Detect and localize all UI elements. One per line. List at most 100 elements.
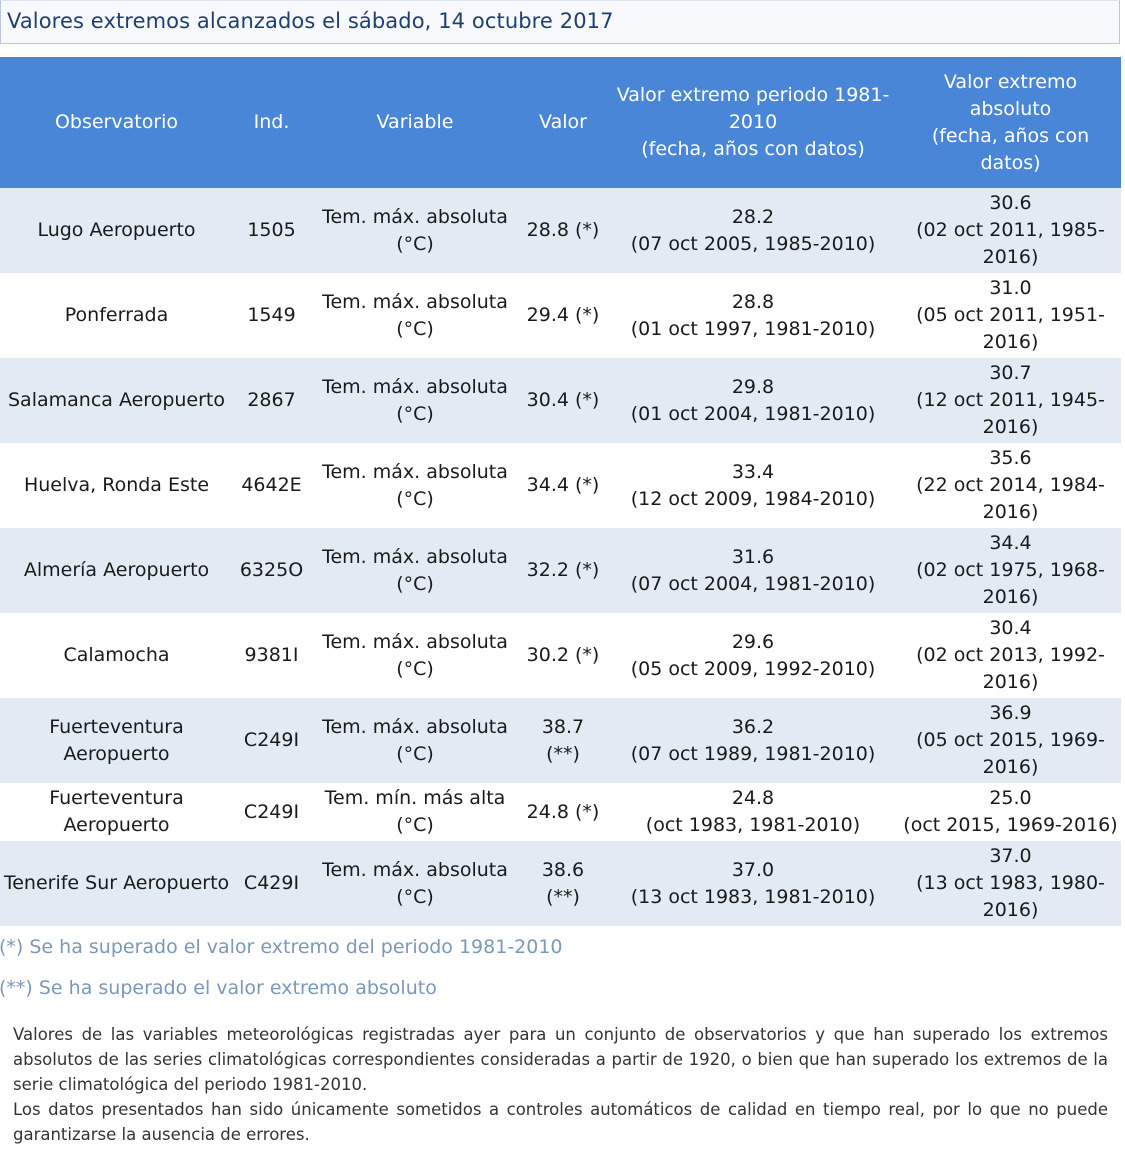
header-observatorio: Observatorio: [0, 57, 233, 188]
cell-absoluto: 35.6 (22 oct 2014, 1984-2016): [900, 443, 1121, 528]
cell-valor: 30.4 (*): [520, 358, 606, 443]
table-row: Lugo Aeropuerto 1505 Tem. máx. absoluta …: [0, 188, 1121, 273]
table-row: Tenerife Sur Aeropuerto C429I Tem. máx. …: [0, 841, 1121, 926]
cell-periodo: 37.0 (13 oct 1983, 1981-2010): [606, 841, 900, 926]
cell-absoluto: 30.4 (02 oct 2013, 1992-2016): [900, 613, 1121, 698]
cell-variable: Tem. máx. absoluta (°C): [310, 188, 520, 273]
cell-observatorio: Fuerteventura Aeropuerto: [0, 698, 233, 783]
periodo-info: (07 oct 2005, 1985-2010): [630, 232, 876, 255]
header-absoluto-subtitle: (fecha, años con datos): [931, 124, 1090, 174]
cell-ind: C249I: [233, 698, 310, 783]
cell-observatorio: Fuerteventura Aeropuerto: [0, 783, 233, 841]
cell-absoluto: 31.0 (05 oct 2011, 1951-2016): [900, 273, 1121, 358]
periodo-valor: 37.0: [731, 858, 775, 881]
cell-observatorio: Calamocha: [0, 613, 233, 698]
cell-variable: Tem. máx. absoluta (°C): [310, 443, 520, 528]
cell-observatorio: Tenerife Sur Aeropuerto: [0, 841, 233, 926]
cell-absoluto: 37.0 (13 oct 1983, 1980-2016): [900, 841, 1121, 926]
cell-variable: Tem. máx. absoluta (°C): [310, 613, 520, 698]
absoluto-valor: 37.0: [989, 845, 1032, 867]
title-bar: Valores extremos alcanzados el sábado, 1…: [0, 0, 1120, 44]
absoluto-valor: 30.7: [989, 362, 1032, 384]
cell-observatorio: Huelva, Ronda Este: [0, 443, 233, 528]
absoluto-info: (02 oct 2011, 1985-2016): [916, 219, 1105, 268]
cell-valor: 34.4 (*): [520, 443, 606, 528]
header-periodo-subtitle: (fecha, años con datos): [641, 138, 865, 160]
cell-ind: 9381I: [233, 613, 310, 698]
cell-ind: 4642E: [233, 443, 310, 528]
table-row: Calamocha 9381I Tem. máx. absoluta (°C) …: [0, 613, 1121, 698]
cell-valor: 32.2 (*): [520, 528, 606, 613]
cell-valor: 24.8 (*): [520, 783, 606, 841]
cell-periodo: 36.2 (07 oct 1989, 1981-2010): [606, 698, 900, 783]
header-variable: Variable: [310, 57, 520, 188]
description: Valores de las variables meteorológicas …: [13, 1022, 1108, 1147]
periodo-valor: 29.6: [731, 630, 775, 653]
periodo-info: (oct 1983, 1981-2010): [645, 814, 861, 836]
description-paragraph: Valores de las variables meteorológicas …: [13, 1025, 1108, 1094]
page-title: Valores extremos alcanzados el sábado, 1…: [7, 9, 614, 33]
cell-ind: 2867: [233, 358, 310, 443]
cell-ind: C429I: [233, 841, 310, 926]
cell-ind: C249I: [233, 783, 310, 841]
periodo-info: (07 oct 1989, 1981-2010): [630, 742, 876, 765]
cell-ind: 6325O: [233, 528, 310, 613]
absoluto-valor: 35.6: [989, 447, 1032, 469]
absoluto-info: (02 oct 1975, 1968-2016): [916, 559, 1105, 608]
cell-absoluto: 30.6 (02 oct 2011, 1985-2016): [900, 188, 1121, 273]
periodo-valor: 33.4: [731, 460, 775, 483]
cell-observatorio: Salamanca Aeropuerto: [0, 358, 233, 443]
absoluto-info: (02 oct 2013, 1992-2016): [916, 644, 1105, 693]
cell-periodo: 24.8 (oct 1983, 1981-2010): [606, 783, 900, 841]
periodo-info: (13 oct 1983, 1981-2010): [630, 885, 876, 908]
cell-periodo: 33.4 (12 oct 2009, 1984-2010): [606, 443, 900, 528]
table-header: Observatorio Ind. Variable Valor Valor e…: [0, 57, 1121, 188]
cell-periodo: 31.6 (07 oct 2004, 1981-2010): [606, 528, 900, 613]
header-absoluto: Valor extremo absoluto (fecha, años con …: [900, 57, 1121, 188]
cell-observatorio: Ponferrada: [0, 273, 233, 358]
cell-variable: Tem. máx. absoluta (°C): [310, 273, 520, 358]
absoluto-info: (12 oct 2011, 1945-2016): [916, 389, 1105, 438]
cell-absoluto: 30.7 (12 oct 2011, 1945-2016): [900, 358, 1121, 443]
header-absoluto-title: Valor extremo absoluto: [943, 70, 1078, 120]
cell-variable: Tem. máx. absoluta (°C): [310, 841, 520, 926]
cell-variable: Tem. máx. absoluta (°C): [310, 358, 520, 443]
description-paragraph: Los datos presentados han sido únicament…: [13, 1100, 1108, 1144]
header-valor: Valor: [520, 57, 606, 188]
periodo-valor: 36.2: [731, 715, 775, 738]
cell-ind: 1549: [233, 273, 310, 358]
periodo-valor: 28.8: [731, 290, 775, 313]
absoluto-info: (oct 2015, 1969-2016): [903, 814, 1118, 836]
cell-observatorio: Lugo Aeropuerto: [0, 188, 233, 273]
cell-variable: Tem. mín. más alta (°C): [310, 783, 520, 841]
cell-absoluto: 34.4 (02 oct 1975, 1968-2016): [900, 528, 1121, 613]
absoluto-valor: 25.0: [989, 787, 1032, 809]
cell-periodo: 29.6 (05 oct 2009, 1992-2010): [606, 613, 900, 698]
cell-valor: 29.4 (*): [520, 273, 606, 358]
periodo-info: (05 oct 2009, 1992-2010): [630, 657, 876, 680]
absoluto-info: (13 oct 1983, 1980-2016): [916, 872, 1105, 921]
absoluto-valor: 30.4: [989, 617, 1032, 639]
cell-periodo: 29.8 (01 oct 2004, 1981-2010): [606, 358, 900, 443]
periodo-valor: 29.8: [731, 375, 775, 398]
absoluto-info: (05 oct 2015, 1969-2016): [916, 729, 1105, 778]
table-row: Salamanca Aeropuerto 2867 Tem. máx. abso…: [0, 358, 1121, 443]
cell-variable: Tem. máx. absoluta (°C): [310, 528, 520, 613]
periodo-info: (01 oct 2004, 1981-2010): [630, 402, 876, 425]
cell-ind: 1505: [233, 188, 310, 273]
absoluto-valor: 34.4: [989, 532, 1032, 554]
header-ind: Ind.: [233, 57, 310, 188]
table-row: Ponferrada 1549 Tem. máx. absoluta (°C) …: [0, 273, 1121, 358]
absoluto-valor: 36.9: [989, 702, 1032, 724]
cell-valor: 38.7 (**): [520, 698, 606, 783]
cell-absoluto: 25.0 (oct 2015, 1969-2016): [900, 783, 1121, 841]
periodo-valor: 31.6: [731, 545, 775, 568]
cell-valor: 28.8 (*): [520, 188, 606, 273]
table-row: Almería Aeropuerto 6325O Tem. máx. absol…: [0, 528, 1121, 613]
periodo-valor: 24.8: [731, 787, 775, 809]
periodo-valor: 28.2: [731, 205, 775, 228]
absoluto-info: (22 oct 2014, 1984-2016): [916, 474, 1105, 523]
absoluto-valor: 31.0: [989, 277, 1032, 299]
cell-periodo: 28.8 (01 oct 1997, 1981-2010): [606, 273, 900, 358]
header-periodo-title: Valor extremo periodo 1981-2010: [616, 84, 890, 133]
